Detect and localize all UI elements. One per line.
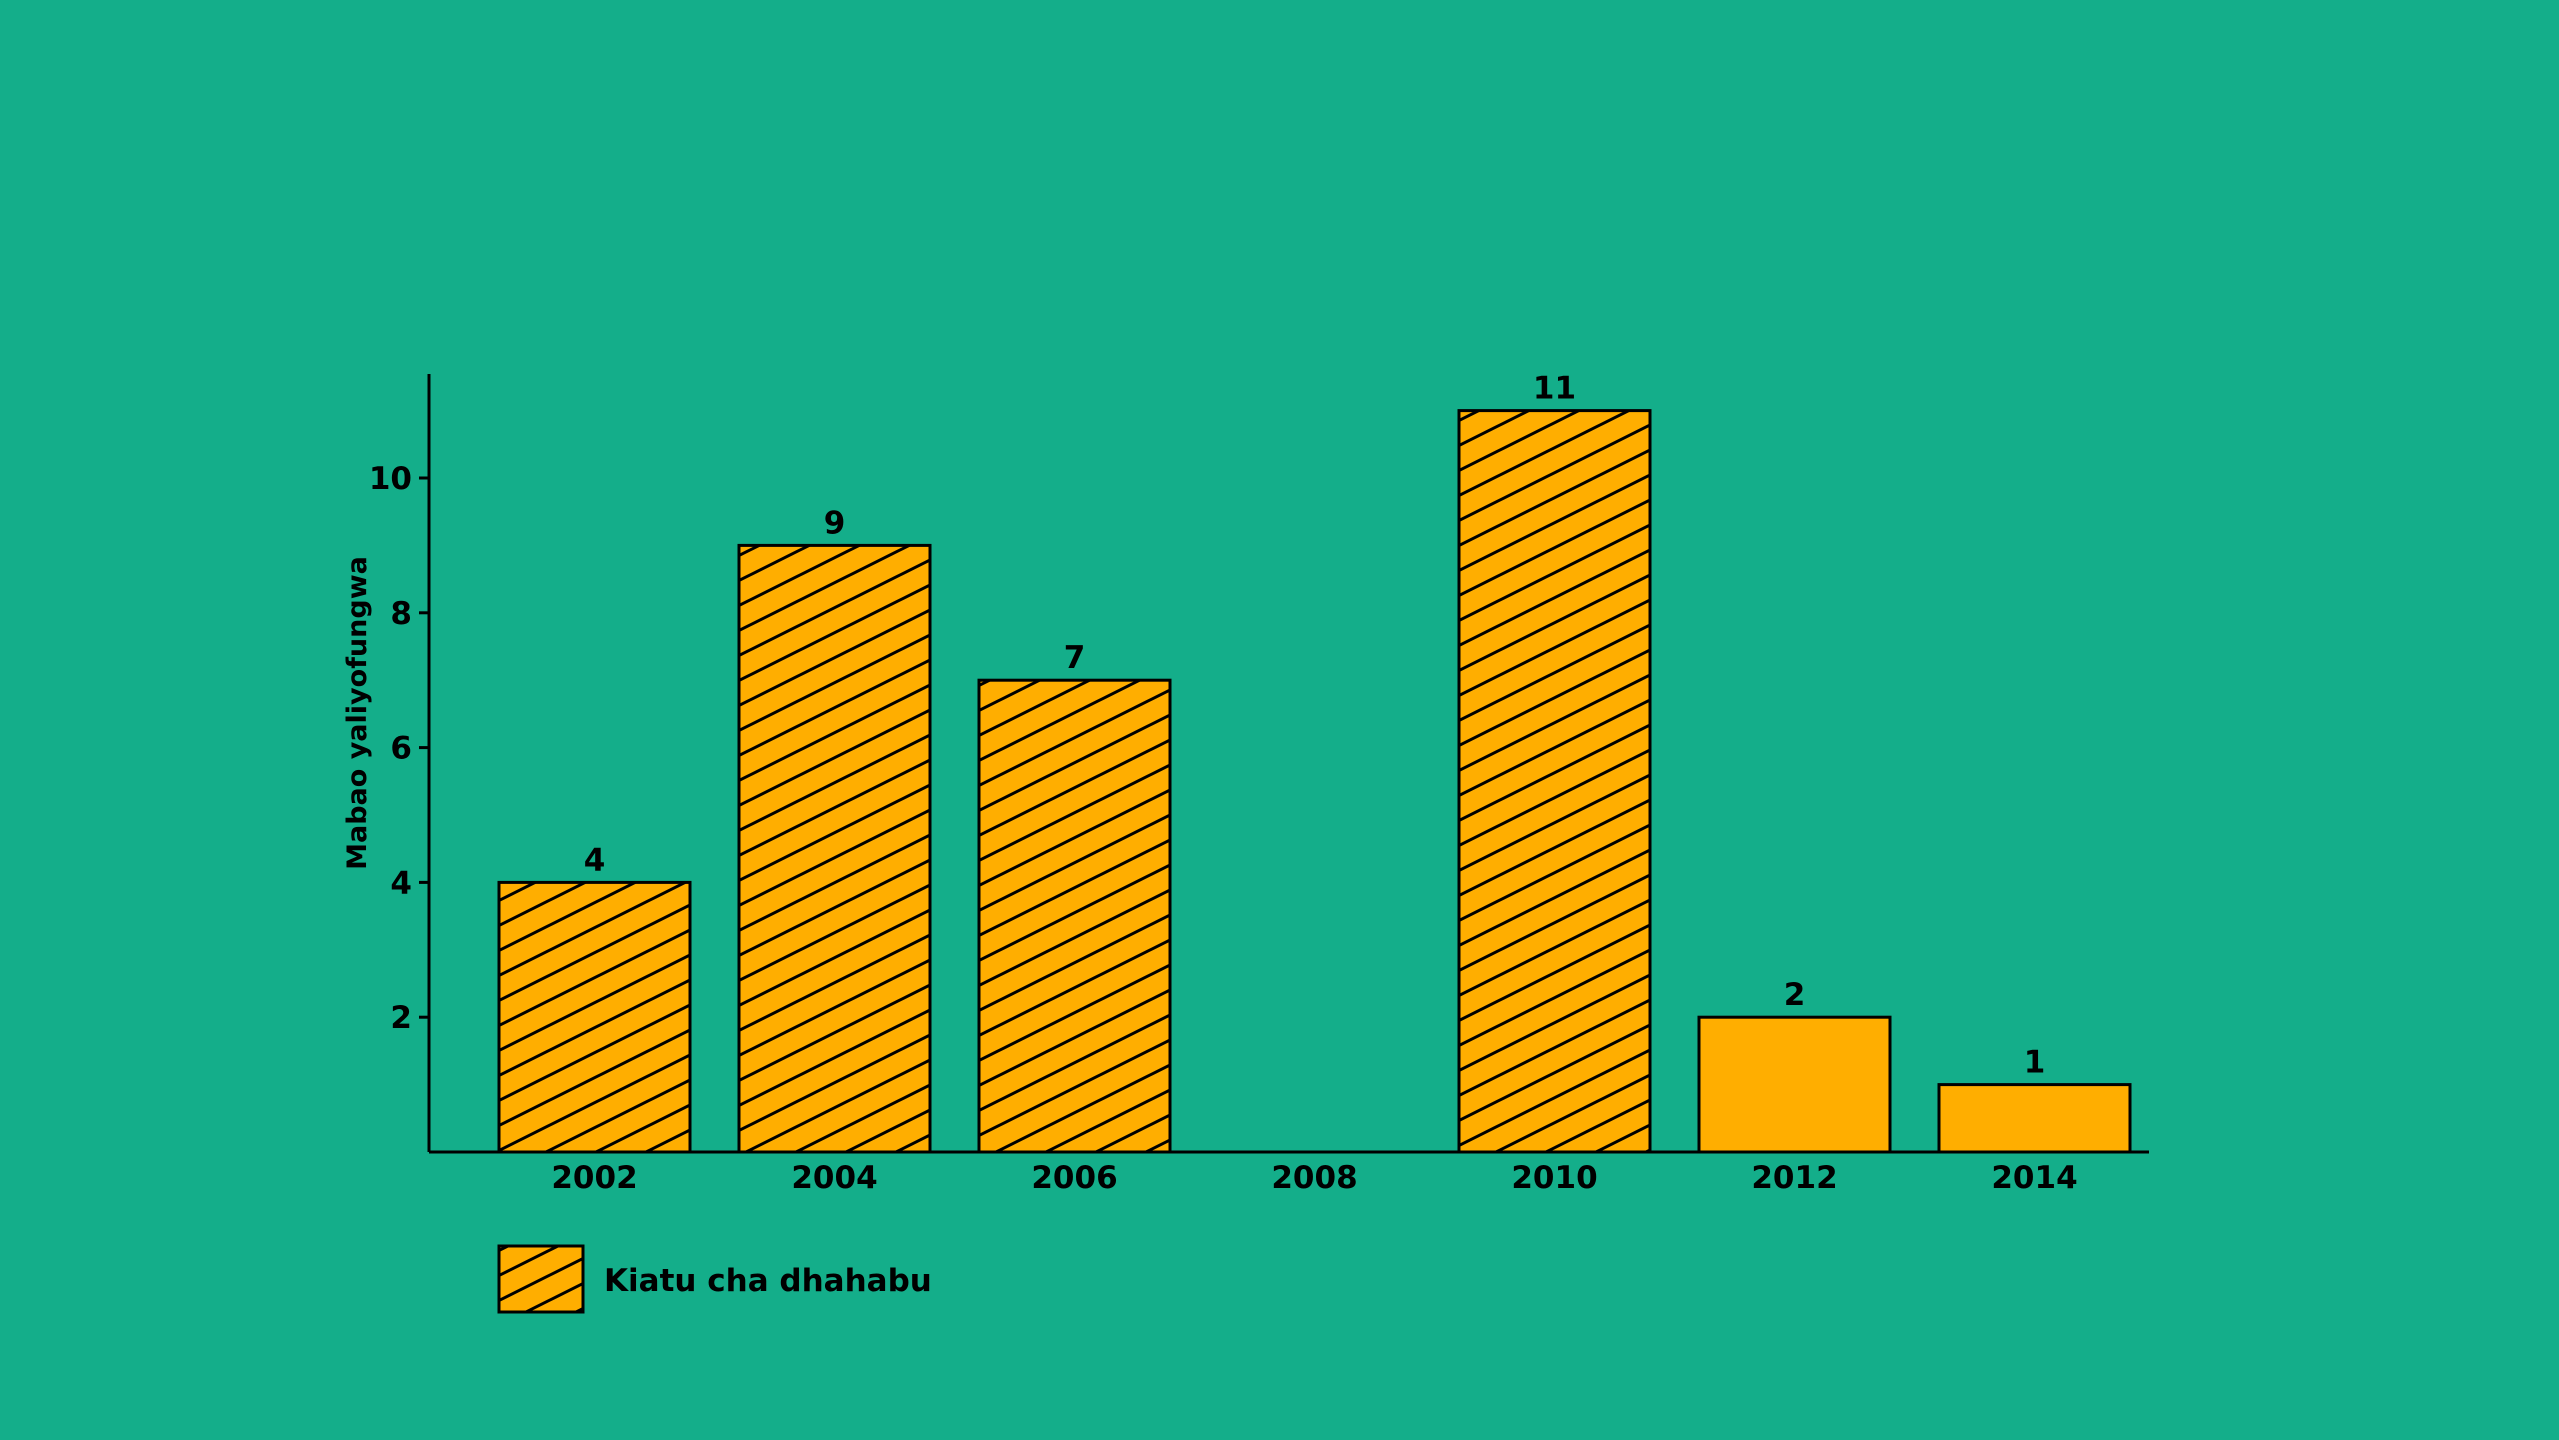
legend-label: Kiatu cha dhahabu [604,1263,932,1299]
y-tick-label: 2 [390,1000,412,1036]
bar-2014 [1937,1083,2132,1154]
data-label: 11 [1533,371,1576,407]
bar-2002 [497,880,692,1154]
bar-2012 [1697,1015,1892,1154]
x-tick-label: 2010 [1511,1160,1597,1196]
data-label: 4 [584,842,606,878]
y-tick-label: 10 [369,461,412,497]
data-label: 9 [824,505,846,541]
data-label: 2 [1784,977,1806,1013]
bar-2010 [1457,409,1652,1154]
x-tick-label: 2012 [1751,1160,1837,1196]
x-tick-label: 2004 [791,1160,877,1196]
x-tick-label: 2006 [1031,1160,1117,1196]
y-tick-label: 4 [390,865,412,901]
legend-swatch-hatched [497,1244,585,1314]
legend: Kiatu cha dhahabu [497,1244,932,1314]
x-tick-label: 2014 [1991,1160,2077,1196]
bar-2006 [977,678,1172,1154]
x-tick-label: 2008 [1271,1160,1357,1196]
data-label: 7 [1064,640,1086,676]
data-label: 1 [2024,1045,2046,1081]
y-axis-label: Mabao yaliyofungwa [342,556,373,870]
y-tick-label: 6 [390,731,412,767]
y-tick-label: 8 [390,596,412,632]
x-tick-label: 2002 [551,1160,637,1196]
bar-2004 [737,543,932,1154]
